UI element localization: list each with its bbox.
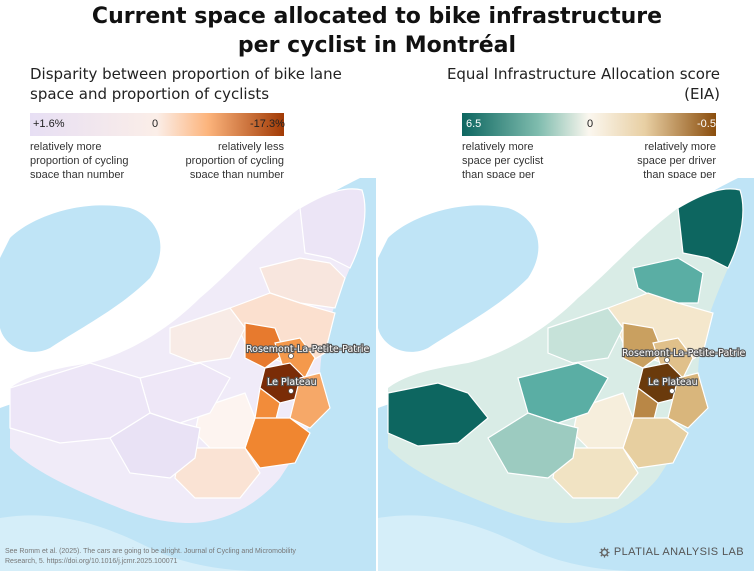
right-legend-color-bar xyxy=(462,113,716,136)
left-map-svg: Rosemont-La-Petite-Patrie Le Plateau xyxy=(0,178,376,571)
left-district-lachine xyxy=(109,412,201,479)
right-map-south-water xyxy=(378,515,638,571)
left-label-rosemont: Rosemont-La-Petite-Patrie xyxy=(246,344,370,355)
right-label-rosemont: Rosemont-La-Petite-Patrie xyxy=(622,348,746,359)
citation-footnote: See Romm et al. (2025). The cars are goi… xyxy=(5,548,296,565)
right-district-anjou xyxy=(632,257,704,304)
right-choropleth-map: Rosemont-La-Petite-Patrie Le Plateau xyxy=(378,178,754,571)
left-district-hochelaga xyxy=(289,372,331,429)
left-marker-rosemont xyxy=(288,353,294,359)
right-map-lake xyxy=(378,205,539,352)
page-title: Current space allocated to bike infrastr… xyxy=(0,2,754,60)
left-legend-min-label: +1.6% xyxy=(33,118,65,130)
right-district-lachine xyxy=(487,412,579,479)
right-marker-rosemont xyxy=(664,357,670,363)
left-choropleth-map: Rosemont-La-Petite-Patrie Le Plateau xyxy=(0,178,376,571)
right-district-villeray xyxy=(622,322,664,369)
left-district-villeray xyxy=(244,322,286,369)
left-marker-plateau xyxy=(288,388,294,394)
gear-icon xyxy=(599,546,610,558)
left-map-subtitle: Disparity between proportion of bike lan… xyxy=(30,65,342,103)
right-map-subtitle: Equal Infrastructure Allocation score (E… xyxy=(446,65,720,103)
right-district-hochelaga xyxy=(667,372,709,429)
right-district-west-island xyxy=(387,382,489,447)
right-map-svg: Rosemont-La-Petite-Patrie Le Plateau xyxy=(378,178,754,571)
right-label-plateau: Le Plateau xyxy=(648,377,698,388)
lab-logo-text: PLATIAL ANALYSIS LAB xyxy=(613,546,744,558)
right-district-verdun xyxy=(552,447,639,499)
title-line-2: per cyclist in Montréal xyxy=(237,33,517,58)
right-district-ahuntsic xyxy=(547,307,624,364)
title-line-1: Current space allocated to bike infrastr… xyxy=(91,4,663,29)
left-map-lake xyxy=(0,205,161,352)
left-district-ahuntsic xyxy=(169,307,246,364)
right-district-northeast xyxy=(677,188,744,269)
right-legend-min-label: 6.5 xyxy=(466,118,482,130)
right-marker-plateau xyxy=(669,388,675,394)
left-district-northeast xyxy=(299,188,366,269)
left-label-plateau: Le Plateau xyxy=(267,377,317,388)
lab-logo: PLATIAL ANALYSIS LAB xyxy=(599,546,744,558)
right-legend-mid-label: 0 xyxy=(587,118,594,130)
left-legend-max-label: -17.3% xyxy=(250,118,285,130)
right-legend-max-label: -0.5 xyxy=(697,118,716,130)
left-legend-mid-label: 0 xyxy=(152,118,159,130)
left-map-south-water xyxy=(0,515,260,571)
left-district-verdun xyxy=(174,447,261,499)
left-legend-color-bar xyxy=(30,113,284,136)
